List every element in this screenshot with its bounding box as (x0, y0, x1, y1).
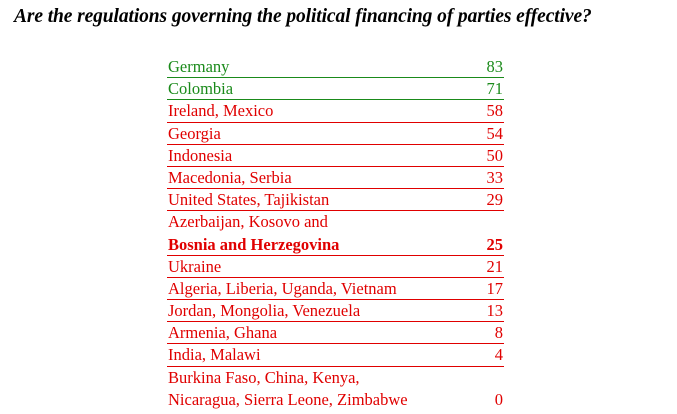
score-value: 33 (486, 167, 504, 187)
table-row: India, Malawi 4 (167, 344, 504, 367)
score-value: 25 (486, 234, 504, 254)
table-row: Indonesia 50 (167, 145, 504, 167)
country-label: United States, Tajikistan (168, 190, 330, 210)
score-value: 21 (486, 256, 504, 276)
country-label: Azerbaijan, Kosovo and (168, 212, 328, 232)
score-value: 4 (494, 345, 503, 365)
country-label: Macedonia, Serbia (168, 167, 292, 187)
chart-title: Are the regulations governing the politi… (14, 6, 592, 27)
score-value: 54 (486, 123, 504, 143)
table-row: Burkina Faso, China, Kenya, (167, 367, 504, 389)
table-row: Armenia, Ghana 8 (167, 322, 504, 345)
country-score-table: Germany 83 Colombia 71 Ireland, Mexico 58 Geor… (167, 56, 504, 411)
country-label: Jordan, Mongolia, Venezuela (168, 301, 361, 321)
table-row: Jordan, Mongolia, Venezuela 13 (167, 300, 504, 323)
score-value: 50 (486, 145, 504, 165)
score-value: 83 (486, 57, 504, 76)
country-label: Georgia (168, 123, 221, 143)
country-label: Nicaragua, Sierra Leone, Zimbabwe (168, 389, 408, 409)
table-row: Nicaragua, Sierra Leone, Zimbabwe 0 (167, 389, 504, 411)
score-value: 58 (486, 101, 504, 121)
country-label: Armenia, Ghana (168, 323, 278, 343)
country-label: Colombia (168, 79, 234, 99)
table-row: Bosnia and Herzegovina 25 (167, 234, 504, 256)
table-row: Azerbaijan, Kosovo and (167, 211, 504, 233)
score-value: 8 (494, 323, 503, 343)
score-value: 71 (486, 79, 504, 99)
country-label: Ireland, Mexico (168, 101, 274, 121)
country-label: India, Malawi (168, 345, 261, 365)
table-row: Ireland, Mexico 58 (167, 100, 504, 123)
table-row: Colombia 71 (167, 78, 504, 101)
table-row: Georgia 54 (167, 123, 504, 145)
score-value: 13 (486, 301, 504, 321)
table-row: Germany 83 (167, 56, 504, 79)
score-value: 17 (486, 278, 504, 298)
country-label: Algeria, Liberia, Uganda, Vietnam (168, 278, 397, 298)
country-label: Ukraine (168, 256, 222, 276)
country-label: Indonesia (168, 145, 233, 165)
country-label: Burkina Faso, China, Kenya, (168, 367, 360, 387)
country-label: Germany (168, 57, 230, 76)
score-value: 29 (486, 190, 504, 210)
table-row: Ukraine 21 (167, 256, 504, 278)
table-row: United States, Tajikistan 29 (167, 189, 504, 212)
score-value: 0 (494, 389, 503, 409)
table-row: Algeria, Liberia, Uganda, Vietnam 17 (167, 278, 504, 301)
table-row: Macedonia, Serbia 33 (167, 167, 504, 190)
country-label: Bosnia and Herzegovina (168, 234, 340, 254)
